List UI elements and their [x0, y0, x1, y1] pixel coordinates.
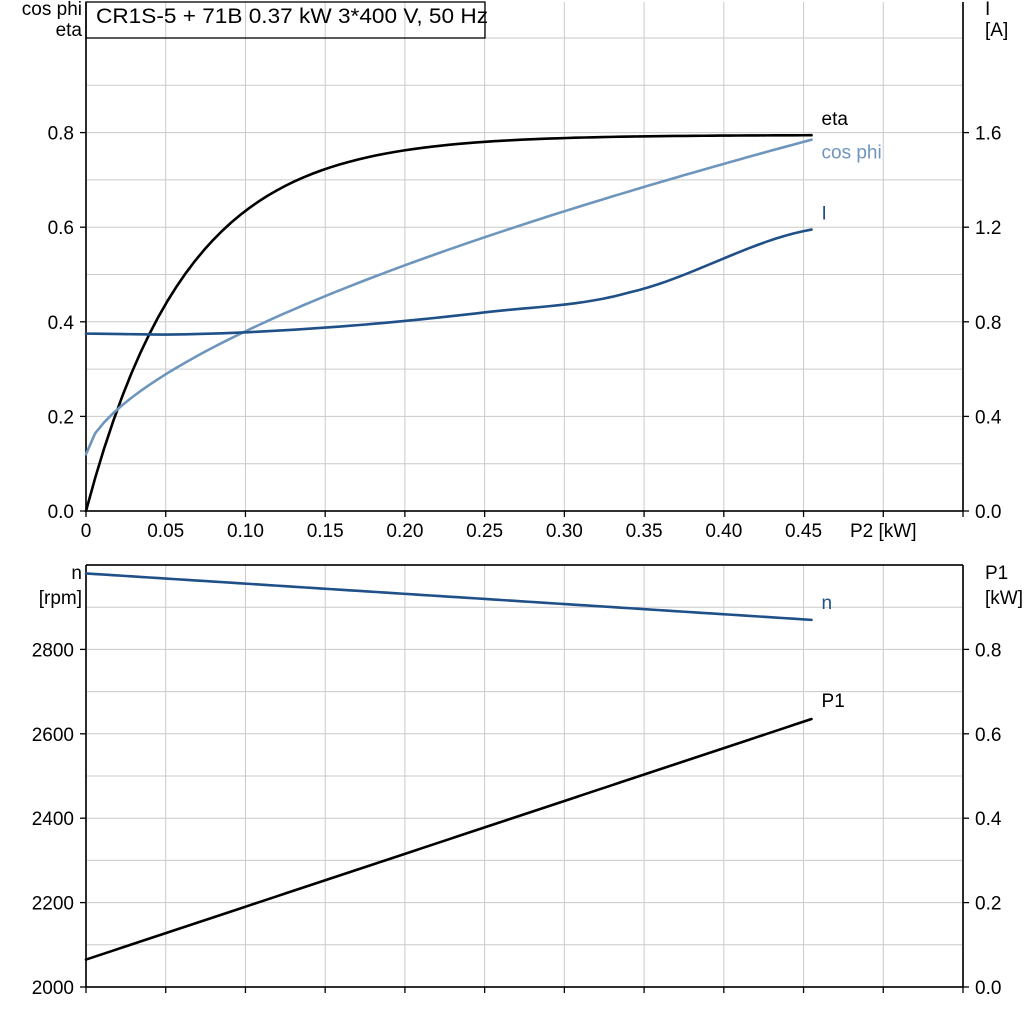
svg-text:0.2: 0.2 [48, 407, 74, 428]
svg-text:n: n [822, 593, 833, 614]
svg-text:0.25: 0.25 [466, 521, 503, 542]
svg-text:n: n [71, 563, 82, 584]
svg-text:P1: P1 [822, 691, 845, 712]
svg-text:0.45: 0.45 [785, 521, 822, 542]
svg-text:eta: eta [56, 20, 83, 41]
svg-text:eta: eta [822, 109, 849, 130]
svg-text:0.05: 0.05 [147, 521, 184, 542]
svg-text:[rpm]: [rpm] [39, 588, 82, 609]
svg-text:cos phi: cos phi [822, 143, 882, 164]
svg-text:2800: 2800 [32, 640, 74, 661]
svg-text:0.0: 0.0 [975, 502, 1001, 523]
svg-text:0.20: 0.20 [386, 521, 423, 542]
svg-text:0.6: 0.6 [48, 218, 74, 239]
svg-text:0.10: 0.10 [227, 521, 264, 542]
svg-text:2000: 2000 [32, 978, 74, 999]
svg-text:2400: 2400 [32, 809, 74, 830]
svg-text:0.15: 0.15 [307, 521, 344, 542]
svg-text:P2 [kW]: P2 [kW] [850, 521, 917, 542]
svg-text:0.4: 0.4 [48, 313, 75, 334]
svg-text:1.6: 1.6 [975, 124, 1001, 145]
svg-text:0.4: 0.4 [975, 809, 1002, 830]
svg-text:2200: 2200 [32, 894, 74, 915]
svg-text:0: 0 [81, 521, 92, 542]
svg-text:cos phi: cos phi [22, 0, 82, 20]
svg-text:0.4: 0.4 [975, 407, 1002, 428]
svg-text:0.8: 0.8 [48, 124, 74, 145]
svg-text:0.8: 0.8 [975, 313, 1001, 334]
svg-text:0.35: 0.35 [626, 521, 663, 542]
svg-text:2600: 2600 [32, 725, 74, 746]
svg-text:0.2: 0.2 [975, 894, 1001, 915]
svg-text:[A]: [A] [985, 20, 1008, 41]
svg-text:0.6: 0.6 [975, 725, 1001, 746]
svg-text:CR1S-5 + 71B 0.37 kW 3*400: CR1S-5 + 71B 0.37 kW 3*400 V, 50 Hz [96, 5, 488, 28]
svg-text:I: I [985, 0, 990, 20]
svg-text:0.8: 0.8 [975, 640, 1001, 661]
svg-text:1.2: 1.2 [975, 218, 1001, 239]
svg-text:0.0: 0.0 [975, 978, 1001, 999]
svg-text:I: I [822, 204, 827, 225]
svg-text:0.0: 0.0 [48, 502, 74, 523]
svg-text:0.40: 0.40 [705, 521, 742, 542]
svg-text:P1: P1 [985, 563, 1008, 584]
svg-text:[kW]: [kW] [985, 588, 1023, 609]
svg-text:0.30: 0.30 [546, 521, 583, 542]
